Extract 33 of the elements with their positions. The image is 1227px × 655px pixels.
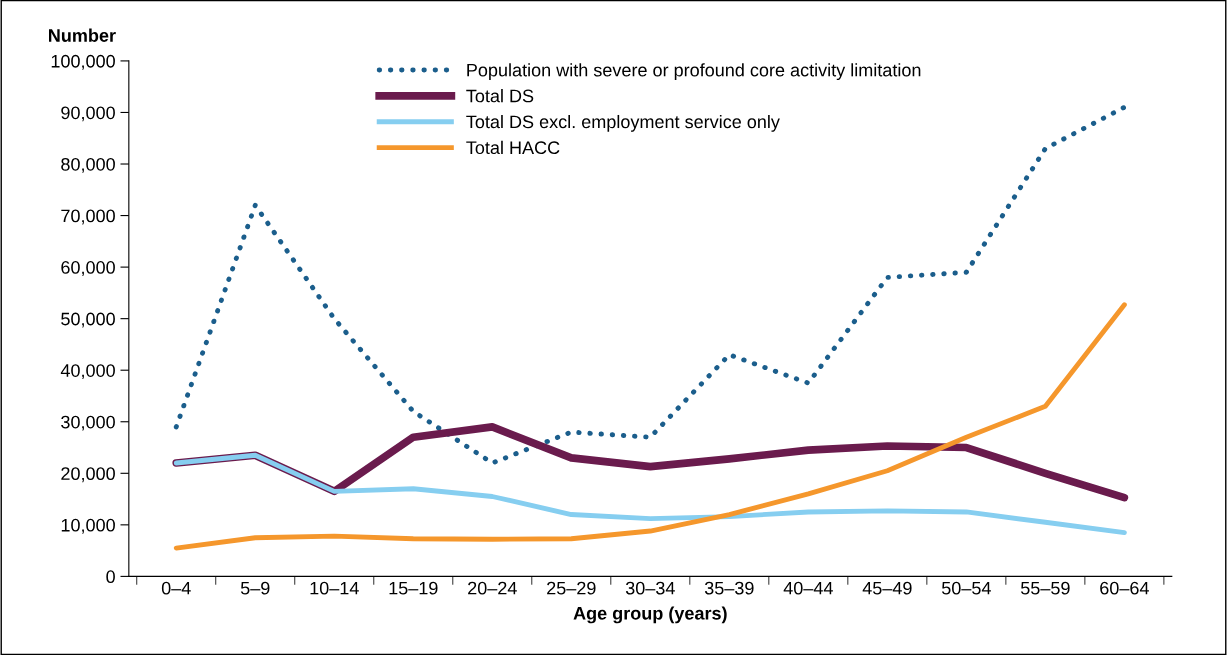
y-tick-label: 80,000 xyxy=(61,157,115,173)
y-tick-label: 0 xyxy=(106,570,115,584)
x-axis-title: Age group (years) xyxy=(573,606,727,624)
y-tick-label: 60,000 xyxy=(61,261,115,276)
x-tick-label: 15–19 xyxy=(389,581,438,595)
line-series xyxy=(173,302,1127,551)
y-tick-label: 40,000 xyxy=(60,364,115,380)
x-tick-label: 5–9 xyxy=(240,581,270,595)
x-tick-label: 20–24 xyxy=(468,581,517,595)
x-tick-label: 45–49 xyxy=(862,581,912,595)
y-tick-label: 10,000 xyxy=(61,518,115,534)
y-tick-label: 100,000 xyxy=(51,54,115,70)
y-tick-label: 30,000 xyxy=(61,415,115,431)
y-tick-label: 20,000 xyxy=(61,467,115,483)
legend-label: Total HACC xyxy=(466,140,560,155)
x-tick-label: 60–64 xyxy=(1100,581,1149,595)
x-tick-label: 40–44 xyxy=(783,581,833,595)
legend-label: Total DS excl. employment service only xyxy=(466,114,780,132)
y-tick-label: 50,000 xyxy=(61,312,115,328)
x-tick-label: 0–4 xyxy=(161,581,191,595)
x-tick-label: 50–54 xyxy=(941,581,991,595)
x-tick-label: 10–14 xyxy=(310,581,359,595)
x-tick-label: 25–29 xyxy=(547,581,596,595)
line-series xyxy=(173,104,1127,466)
y-tick-label: 70,000 xyxy=(61,209,115,225)
x-tick-label: 55–59 xyxy=(1020,581,1070,595)
x-tick-label: 35–39 xyxy=(704,581,754,595)
legend-label: Population with severe or profound core activity limitation xyxy=(467,63,921,81)
x-tick-label: 30–34 xyxy=(625,581,675,595)
line-series xyxy=(173,452,1127,536)
y-tick-label: 90,000 xyxy=(61,106,115,122)
legend-label: Total DS xyxy=(466,89,534,103)
y-axis-title: Number xyxy=(49,28,116,42)
